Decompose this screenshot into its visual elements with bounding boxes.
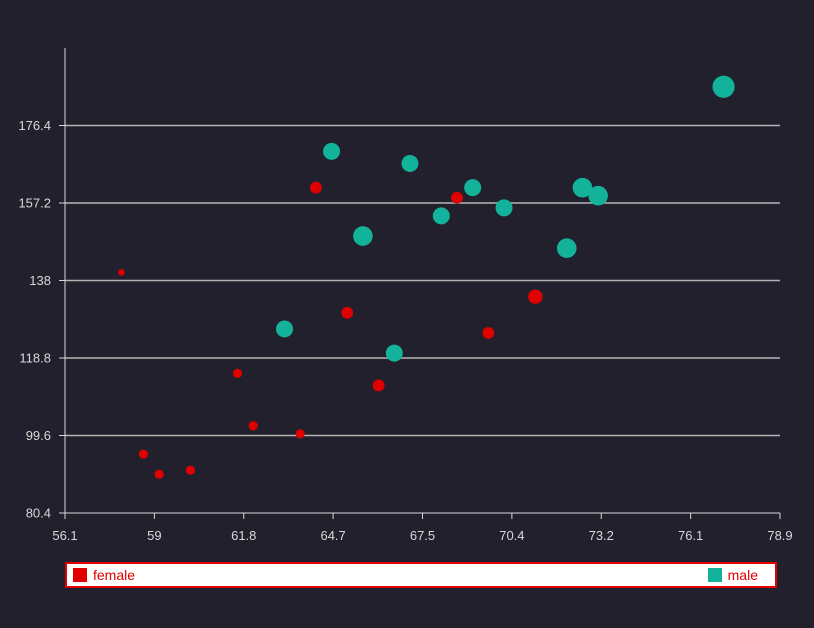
female-point[interactable]: [138, 449, 148, 459]
male-point[interactable]: [385, 344, 403, 362]
female-swatch-icon: [73, 568, 87, 582]
y-tick-label: 118.8: [19, 351, 51, 366]
data-points: [118, 75, 735, 479]
male-point[interactable]: [401, 154, 419, 172]
male-point[interactable]: [464, 179, 482, 197]
female-point[interactable]: [309, 181, 322, 194]
female-point[interactable]: [248, 421, 258, 431]
male-swatch-icon: [707, 568, 722, 582]
x-tick-label: 56.1: [52, 528, 77, 543]
x-tick-label: 73.2: [589, 528, 614, 543]
male-point[interactable]: [588, 185, 608, 206]
female-point[interactable]: [341, 306, 354, 319]
x-tick-label: 64.7: [320, 528, 345, 543]
axis-ticks: 80.4 99.6 118.8 138 157.2 176.4 56.1 59 61.8 64.7…: [18, 118, 792, 543]
male-point[interactable]: [556, 238, 577, 259]
grid-lines: [65, 124, 780, 437]
female-point[interactable]: [118, 269, 125, 276]
female-point[interactable]: [372, 379, 385, 392]
male-point[interactable]: [323, 142, 341, 160]
x-tick-label: 78.9: [767, 528, 792, 543]
male-point[interactable]: [276, 320, 294, 338]
x-tick-label: 67.5: [410, 528, 435, 543]
legend-item-male[interactable]: male: [707, 567, 758, 583]
female-point[interactable]: [482, 327, 495, 339]
y-tick-label: 138: [29, 273, 51, 288]
male-point[interactable]: [572, 177, 593, 198]
legend-label-female: female: [93, 567, 136, 583]
x-tick-label: 76.1: [678, 528, 703, 543]
male-point[interactable]: [495, 199, 513, 217]
x-tick-label: 59: [147, 528, 161, 543]
female-point[interactable]: [185, 465, 196, 475]
legend-item-female[interactable]: female: [73, 568, 135, 582]
female-point[interactable]: [154, 469, 164, 479]
y-tick-label: 99.6: [26, 428, 51, 443]
female-point[interactable]: [295, 429, 305, 439]
legend-label-male: male: [727, 567, 758, 583]
female-point[interactable]: [232, 368, 243, 378]
female-point[interactable]: [451, 191, 463, 204]
male-point[interactable]: [432, 207, 450, 225]
female-point[interactable]: [528, 289, 543, 304]
x-tick-label: 61.8: [231, 528, 256, 543]
y-tick-label: 176.4: [18, 118, 51, 133]
x-tick-label: 70.4: [499, 528, 524, 543]
legend: female male: [65, 562, 777, 588]
male-point[interactable]: [712, 75, 735, 98]
y-tick-label: 157.2: [18, 196, 51, 211]
y-tick-label: 80.4: [26, 506, 51, 521]
male-point[interactable]: [353, 226, 373, 246]
